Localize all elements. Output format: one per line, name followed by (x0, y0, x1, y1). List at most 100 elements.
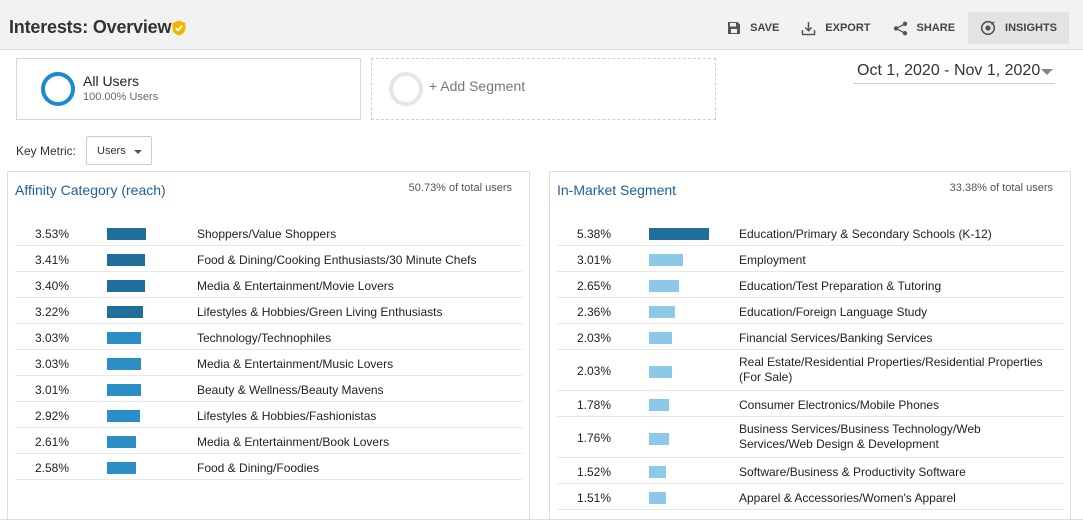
page-title: Interests: Overview (9, 17, 172, 37)
affinity-row-link[interactable]: Media & Entertainment/Music Lovers (197, 356, 394, 371)
inmarket-row-link[interactable]: Education/Foreign Language Study (739, 304, 928, 319)
affinity-row-link[interactable]: Media & Entertainment/Movie Lovers (197, 278, 394, 293)
affinity-row-percent: 2.58% (35, 460, 70, 475)
segment-all-users[interactable]: All Users 100.00% Users (16, 58, 361, 120)
inmarket-row-link[interactable]: Business Services/Business Technology/We… (739, 422, 981, 451)
inmarket-row-bar (649, 228, 709, 240)
segment-ring-icon (41, 72, 75, 106)
inmarket-row-link[interactable]: Consumer Electronics/Mobile Phones (739, 397, 940, 412)
inmarket-row-bar (649, 492, 666, 504)
inmarket-row-bar (649, 280, 679, 292)
inmarket-row-percent: 5.38% (577, 226, 612, 241)
affinity-title-link[interactable]: Affinity Category (reach) (15, 182, 166, 198)
inmarket-row-link[interactable]: Employment (739, 252, 806, 267)
inmarket-title-link[interactable]: In-Market Segment (557, 182, 677, 198)
affinity-row-link[interactable]: Food & Dining/Cooking Enthusiasts/30 Min… (197, 252, 477, 267)
inmarket-row: 1.52% Software/Business & Productivity So… (557, 458, 1064, 484)
affinity-row-link[interactable]: Media & Entertainment/Book Lovers (197, 434, 390, 449)
inmarket-row-percent: 1.51% (577, 490, 612, 505)
affinity-row: 3.01% Beauty & Wellness/Beauty Mavens (15, 376, 522, 402)
inmarket-row-link[interactable]: Education/Primary & Secondary Schools (K… (739, 226, 992, 241)
key-metric-select[interactable]: Users (86, 136, 152, 165)
export-button[interactable]: EXPORT (790, 12, 881, 44)
affinity-row-link[interactable]: Technology/Technophiles (197, 330, 332, 345)
inmarket-panel: In-Market Segment 33.38% of total users … (549, 171, 1071, 519)
affinity-row: 3.41% Food & Dining/Cooking Enthusiasts/3… (15, 246, 522, 272)
affinity-row: 2.92% Lifestyles & Hobbies/Fashionistas (15, 402, 522, 428)
inmarket-row: 2.03% Financial Services/Banking Services (557, 324, 1064, 350)
save-icon (728, 22, 741, 34)
inmarket-row-link[interactable]: Software/Business & Productivity Softwar… (739, 464, 966, 479)
affinity-row-percent: 3.53% (35, 226, 70, 241)
inmarket-row-percent: 2.03% (577, 364, 612, 378)
divider (0, 519, 1083, 520)
segment-share: 100.00% Users (83, 91, 159, 103)
share-label: SHARE (916, 22, 956, 34)
inmarket-row-link[interactable]: Real Estate/Residential Properties/Resid… (739, 355, 1043, 384)
segment-name: All Users (83, 73, 140, 89)
inmarket-row: 1.78% Consumer Electronics/Mobile Phones (557, 391, 1064, 417)
affinity-row-percent: 2.61% (35, 434, 70, 449)
inmarket-row-link[interactable]: Education/Test Preparation & Tutoring (739, 278, 942, 293)
affinity-row-link[interactable]: Beauty & Wellness/Beauty Mavens (197, 382, 384, 397)
export-label: EXPORT (825, 22, 871, 34)
affinity-row-bar (107, 384, 141, 396)
dropdown-arrow-icon (134, 150, 142, 154)
report-header: Interests: Overview SAVE EXPORT (0, 0, 1083, 50)
add-segment-button[interactable]: + Add Segment (371, 58, 716, 120)
affinity-row-bar (107, 228, 146, 240)
affinity-row-bar (107, 410, 140, 422)
affinity-row: 3.03% Technology/Technophiles (15, 324, 522, 350)
report-actions: SAVE EXPORT SHARE INSIGHTS (716, 12, 1069, 44)
key-metric-label: Key Metric: (16, 144, 77, 158)
inmarket-row-link[interactable]: Financial Services/Banking Services (739, 330, 933, 345)
save-label: SAVE (750, 22, 780, 34)
affinity-row-link[interactable]: Lifestyles & Hobbies/Green Living Enthus… (197, 304, 443, 319)
affinity-row-percent: 2.92% (35, 408, 70, 423)
affinity-row-percent: 3.41% (35, 252, 70, 267)
affinity-row-percent: 3.40% (35, 278, 70, 293)
affinity-row-bar (107, 332, 141, 344)
affinity-row: 3.53% Shoppers/Value Shoppers (15, 220, 522, 246)
affinity-row-link[interactable]: Lifestyles & Hobbies/Fashionistas (197, 408, 377, 423)
inmarket-row-bar (649, 466, 666, 478)
share-button[interactable]: SHARE (882, 12, 967, 44)
affinity-row: 3.22% Lifestyles & Hobbies/Green Living E… (15, 298, 522, 324)
inmarket-share: 33.38% of total users (949, 182, 1053, 194)
inmarket-row-percent: 3.01% (577, 252, 612, 267)
inmarket-row: 5.38% Education/Primary & Secondary Schoo… (557, 220, 1064, 246)
insights-button[interactable]: INSIGHTS (968, 12, 1069, 44)
inmarket-row-bar (649, 332, 672, 344)
inmarket-row: 2.03% Real Estate/Residential Properties/… (557, 350, 1064, 391)
add-segment-label: + Add Segment (429, 78, 526, 94)
verified-badge-icon (172, 20, 186, 36)
chevron-down-icon (1041, 69, 1053, 75)
inmarket-row-bar (649, 399, 669, 411)
inmarket-row-percent: 1.78% (577, 397, 612, 412)
inmarket-row-bar (649, 306, 675, 318)
affinity-row-bar (107, 462, 136, 474)
save-button[interactable]: SAVE (716, 12, 790, 44)
affinity-row-bar (107, 436, 136, 448)
affinity-row-bar (107, 254, 145, 266)
affinity-list: 3.53% Shoppers/Value Shoppers 3.41% Food & … (15, 220, 522, 480)
affinity-row: 2.58% Food & Dining/Foodies (15, 454, 522, 480)
inmarket-row-bar (649, 432, 669, 445)
date-range-text: Oct 1, 2020 - Nov 1, 2020 (857, 62, 1041, 79)
affinity-row-link[interactable]: Shoppers/Value Shoppers (197, 226, 337, 241)
inmarket-row-percent: 2.03% (577, 330, 612, 345)
insights-icon (980, 20, 996, 36)
export-icon (802, 21, 816, 35)
inmarket-row-percent: 1.52% (577, 464, 612, 479)
affinity-row-bar (107, 358, 141, 370)
affinity-row-link[interactable]: Food & Dining/Foodies (197, 460, 320, 475)
empty-segment-ring-icon (389, 72, 423, 106)
inmarket-list: 5.38% Education/Primary & Secondary Schoo… (557, 220, 1064, 510)
affinity-share: 50.73% of total users (408, 182, 512, 194)
date-range-picker[interactable]: Oct 1, 2020 - Nov 1, 2020 (853, 62, 1055, 84)
share-icon (893, 21, 907, 35)
inmarket-row-link[interactable]: Apparel & Accessories/Women's Apparel (739, 490, 956, 505)
affinity-row: 2.61% Media & Entertainment/Book Lovers (15, 428, 522, 454)
affinity-row-bar (107, 280, 145, 292)
affinity-row-percent: 3.03% (35, 356, 70, 371)
